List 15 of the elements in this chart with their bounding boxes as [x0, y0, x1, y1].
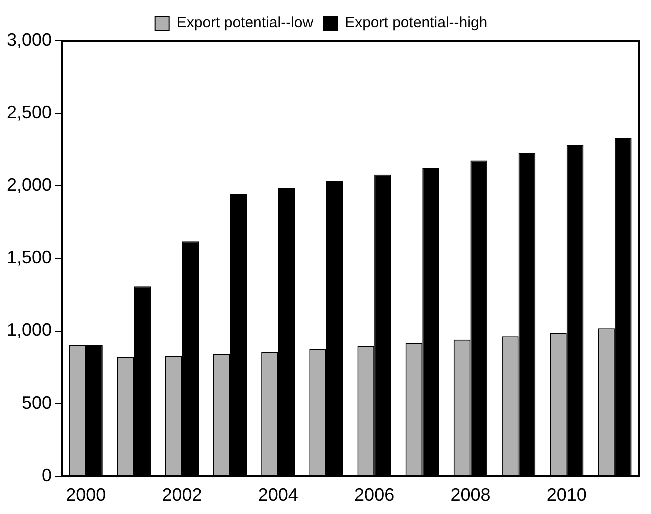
x-tick-label: 2010 [546, 485, 587, 506]
y-tick-label: 2,000 [6, 175, 52, 196]
y-tick-label: 1,500 [6, 248, 52, 268]
y-tick-label: 0 [42, 465, 52, 486]
x-tick-label: 2000 [66, 485, 106, 506]
y-tick-label: 1,000 [6, 320, 52, 340]
y-tick-label: 500 [22, 392, 52, 413]
y-tick-label: 3,000 [6, 30, 52, 50]
x-tick-label: 2004 [258, 485, 298, 506]
x-tick-label: 2002 [162, 485, 202, 506]
x-tick-label: 2006 [354, 485, 395, 506]
legend-label: Export potential--low [176, 14, 314, 32]
x-tick-label: 2008 [450, 485, 491, 506]
legend-label: Export potential--high [345, 14, 488, 32]
y-tick-label: 2,500 [6, 102, 52, 123]
